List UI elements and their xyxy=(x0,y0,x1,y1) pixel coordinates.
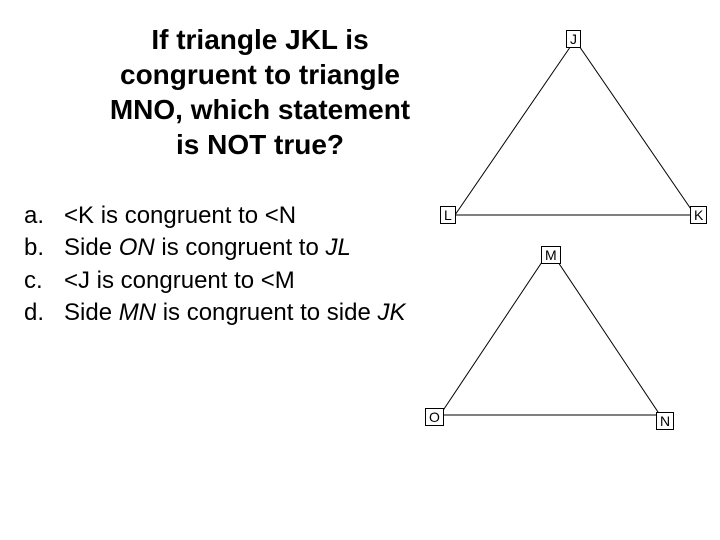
question-text: If triangle JKL is congruent to triangle… xyxy=(100,22,420,162)
option-label: d. xyxy=(24,297,64,329)
option-label: a. xyxy=(24,200,64,232)
triangles-diagram: J L K M O N xyxy=(440,30,710,435)
options-block: a. <K is congruent to <N b. Side ON is c… xyxy=(24,200,406,330)
option-text: <J is congruent to <M xyxy=(64,265,406,297)
option-label: c. xyxy=(24,265,64,297)
option-text: <K is congruent to <N xyxy=(64,200,406,232)
option-label: b. xyxy=(24,232,64,264)
question-block: If triangle JKL is congruent to triangle… xyxy=(100,22,420,162)
triangle-mno xyxy=(440,250,660,415)
vertex-label-j: J xyxy=(566,30,581,48)
option-row: d. Side MN is congruent to side JK xyxy=(24,297,406,329)
option-text: Side ON is congruent to JL xyxy=(64,232,406,264)
option-row: c. <J is congruent to <M xyxy=(24,265,406,297)
vertex-label-l: L xyxy=(440,206,456,224)
option-text: Side MN is congruent to side JK xyxy=(64,297,406,329)
option-row: b. Side ON is congruent to JL xyxy=(24,232,406,264)
vertex-label-o: O xyxy=(425,408,444,426)
option-row: a. <K is congruent to <N xyxy=(24,200,406,232)
vertex-label-k: K xyxy=(690,206,707,224)
vertex-label-n: N xyxy=(656,412,674,430)
triangles-svg xyxy=(440,30,710,430)
options-list: a. <K is congruent to <N b. Side ON is c… xyxy=(24,200,406,330)
vertex-label-m: M xyxy=(541,246,561,264)
triangle-jkl xyxy=(455,40,695,215)
